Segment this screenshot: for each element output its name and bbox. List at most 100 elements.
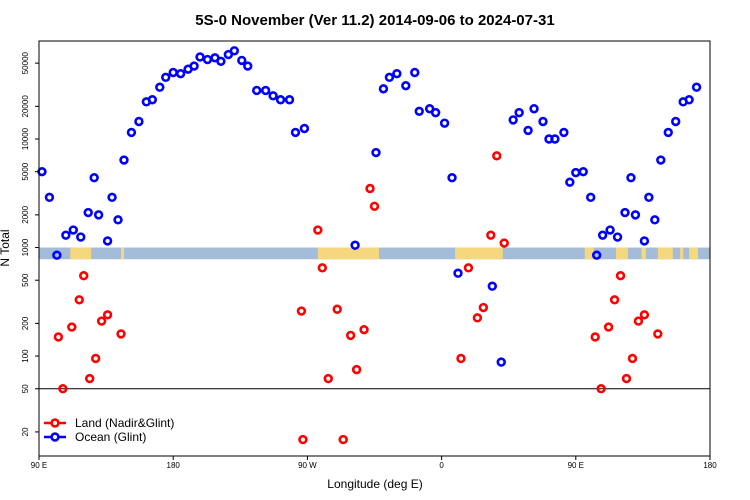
ocean-point	[260, 85, 271, 96]
y-tick-label: 10000	[21, 127, 30, 150]
ocean-point	[175, 68, 186, 79]
ocean-point	[52, 250, 62, 260]
ocean-point	[93, 210, 104, 220]
ocean-point	[189, 61, 199, 71]
x-axis-label: Longitude (deg E)	[327, 477, 422, 491]
land-point	[621, 373, 632, 384]
land-point	[338, 434, 348, 445]
ocean-point	[414, 106, 424, 117]
ocean-point	[195, 52, 205, 62]
land-point	[463, 263, 474, 273]
ocean-point	[243, 61, 253, 71]
y-tick-label: 50000	[21, 51, 30, 74]
ocean-point	[496, 357, 506, 367]
ocean-point	[586, 192, 596, 203]
plot-frame	[38, 40, 711, 457]
ocean-point	[126, 127, 137, 138]
land-point	[627, 353, 638, 364]
legend-label: Ocean (Glint)	[75, 430, 146, 444]
land-point	[84, 373, 95, 384]
land-point	[472, 313, 483, 323]
land-point	[298, 434, 308, 445]
ocean-point	[523, 125, 533, 136]
land-point	[345, 330, 356, 341]
ocean-point	[237, 55, 247, 66]
ocean-point	[630, 210, 641, 220]
ocean-point	[571, 167, 581, 178]
y-tick-label: 500	[21, 273, 30, 287]
land-point	[296, 306, 307, 316]
x-tick-label: 90 E	[568, 461, 584, 470]
land-point	[639, 310, 650, 320]
land-point	[67, 322, 77, 332]
land-point	[116, 329, 126, 339]
ocean-point	[644, 192, 654, 203]
ocean-point	[61, 230, 71, 240]
x-tick-label: 180	[167, 461, 181, 470]
ocean-point	[612, 232, 623, 242]
ocean-point	[134, 116, 144, 127]
ocean-point	[453, 268, 463, 278]
legend-label: Land (Nadir&Glint)	[75, 416, 174, 430]
land-point	[486, 230, 496, 240]
chart-title: 5S-0 November (Ver 11.2) 2014-09-06 to 2…	[195, 12, 554, 29]
x-tick-label: 180	[703, 461, 717, 470]
land-point	[317, 263, 328, 273]
land-point	[603, 322, 614, 332]
x-axis: 90 E 180 90 W 0 90 E 180	[31, 456, 717, 470]
land-segment	[317, 247, 379, 260]
y-tick-label: 20	[21, 427, 30, 436]
ocean-point	[605, 225, 615, 235]
ocean-point	[620, 207, 630, 218]
land-segment	[616, 247, 628, 260]
land-point	[633, 316, 644, 326]
ocean-point	[591, 250, 602, 260]
y-tick-label: 1000	[21, 238, 30, 256]
ocean-point	[514, 107, 524, 118]
land-point	[590, 332, 600, 342]
land-point	[313, 225, 323, 235]
land-point	[609, 295, 620, 305]
ocean-point	[202, 54, 213, 65]
land-point	[74, 295, 84, 305]
y-axis: 20 50 100 200 500 1000 2000 5000 10000 20000 50000	[21, 51, 39, 436]
ocean-point	[691, 82, 702, 92]
land-point	[323, 373, 333, 384]
ocean-point	[550, 134, 560, 144]
ocean-point	[107, 192, 117, 203]
land-point	[351, 364, 362, 375]
ocean-point	[529, 104, 539, 114]
ocean-point	[299, 123, 310, 134]
land-point	[492, 151, 502, 161]
y-tick-label: 20000	[21, 95, 30, 118]
legend-ocean: Ocean (Glint)	[44, 430, 146, 444]
ocean-point	[68, 225, 78, 235]
ocean-point	[384, 72, 395, 83]
ocean-point	[578, 166, 588, 177]
y-tick-label: 5000	[21, 162, 30, 180]
ocean-point	[639, 236, 650, 246]
ocean-point	[284, 95, 295, 105]
ocean-point	[216, 56, 226, 67]
x-tick-label: 90 E	[31, 461, 47, 470]
ocean-point	[268, 91, 278, 101]
land-point	[102, 310, 113, 320]
land-point	[653, 329, 663, 339]
land-point	[596, 384, 606, 394]
ocean-point	[439, 118, 450, 128]
y-tick-label: 50	[21, 384, 30, 393]
ocean-point	[663, 127, 673, 138]
land-point	[79, 271, 89, 281]
ocean-point	[684, 95, 694, 105]
ocean-point	[275, 95, 286, 105]
ocean-point	[155, 82, 165, 92]
land-segment	[121, 247, 124, 260]
ocean-point	[538, 116, 548, 127]
ocean-point	[656, 155, 666, 165]
land-ocean-band	[39, 247, 710, 260]
ocean-point	[410, 67, 420, 78]
land-point	[332, 304, 342, 314]
ocean-point	[168, 67, 178, 78]
legend-land: Land (Nadir&Glint)	[44, 416, 174, 430]
